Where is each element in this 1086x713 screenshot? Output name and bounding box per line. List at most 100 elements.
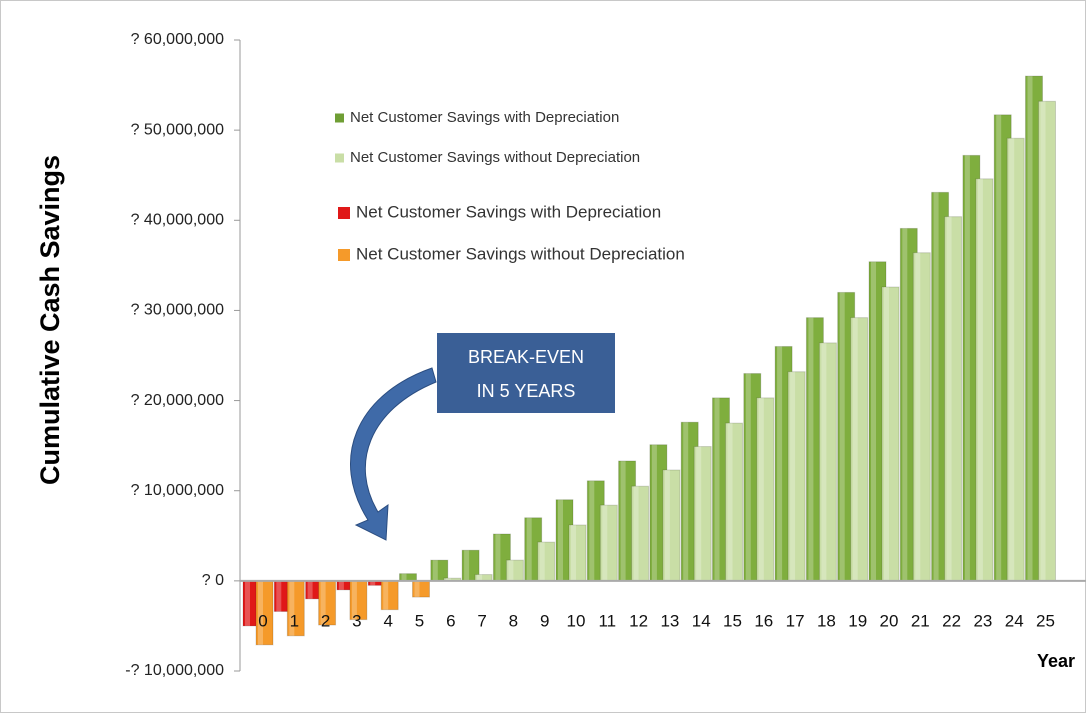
x-tick-label: 16 (754, 611, 773, 630)
bar-highlight (602, 505, 608, 581)
annotation-box (437, 333, 615, 413)
x-tick-label: 20 (880, 611, 899, 630)
x-tick-label: 17 (786, 611, 805, 630)
bar-highlight (401, 573, 407, 581)
x-tick-label: 10 (567, 611, 586, 630)
legend-label: Net Customer Savings without Depreciatio… (350, 149, 640, 166)
bar-highlight (445, 578, 451, 581)
x-tick-label: 4 (383, 611, 392, 630)
x-tick-label: 3 (352, 611, 361, 630)
x-tick-label: 14 (692, 611, 711, 630)
bar-highlight (790, 371, 796, 581)
x-tick-label: 24 (1005, 611, 1024, 630)
bar-highlight (839, 292, 845, 581)
bar-highlight (683, 422, 689, 581)
legend-swatch (335, 153, 344, 163)
bar-highlight (477, 574, 483, 581)
bar-highlight (727, 423, 733, 581)
x-tick-label: 5 (415, 611, 424, 630)
bar-highlight (696, 446, 702, 581)
annotation: IN 5 YEARS (477, 381, 576, 401)
x-tick-label: 13 (660, 611, 679, 630)
bar-highlight (320, 580, 326, 626)
x-tick-label: 7 (477, 611, 486, 630)
bar-highlight (307, 580, 313, 599)
x-tick-label: 1 (290, 611, 299, 630)
bar-highlight (933, 192, 939, 581)
y-tick-label: ? 50,000,000 (131, 121, 225, 138)
bar-highlight (758, 397, 764, 581)
legend-label: Net Customer Savings without Depreciatio… (356, 244, 685, 263)
bar-highlight (664, 469, 670, 581)
legend-swatch (335, 113, 344, 123)
x-tick-label: 12 (629, 611, 648, 630)
x-tick-label: 25 (1036, 611, 1055, 630)
x-tick-label: 15 (723, 611, 742, 630)
bar-highlight (414, 580, 420, 598)
bar-highlight (1027, 76, 1033, 581)
bar-highlight (996, 114, 1002, 581)
bar-highlight (464, 550, 470, 581)
y-tick-label: -? 10,000,000 (125, 662, 224, 679)
x-tick-label: 18 (817, 611, 836, 630)
arrow (350, 367, 437, 541)
bar-highlight (338, 580, 344, 590)
bar-highlight (620, 460, 626, 581)
y-tick-label: ? 0 (202, 572, 224, 589)
bar-highlight (383, 580, 389, 610)
bar-highlight (245, 580, 250, 626)
bar-highlight (871, 261, 876, 581)
y-tick-label: ? 40,000,000 (131, 212, 225, 229)
x-tick-label: 0 (258, 611, 267, 630)
bar-highlight (370, 580, 376, 586)
bar-highlight (539, 542, 545, 581)
y-tick-label: ? 60,000,000 (131, 31, 225, 48)
bar-highlight (852, 317, 858, 581)
bar-highlight (821, 342, 827, 581)
legend-swatch (338, 207, 350, 219)
bar-highlight (946, 216, 952, 581)
bar-highlight (589, 480, 595, 581)
bar-highlight (1040, 101, 1046, 581)
y-tick-label: ? 10,000,000 (131, 482, 225, 499)
legend-label: Net Customer Savings with Depreciation (356, 202, 661, 221)
y-tick-label: ? 20,000,000 (131, 392, 225, 409)
legend-label: Net Customer Savings with Depreciation (350, 109, 619, 126)
bar-highlight (276, 580, 282, 612)
bar-highlight (964, 155, 970, 581)
x-tick-label: 23 (973, 611, 992, 630)
bar-highlight (289, 580, 295, 636)
x-axis-title: Year (1037, 651, 1075, 671)
bar-highlight (808, 317, 814, 581)
bar-highlight (745, 373, 751, 581)
x-tick-label: 6 (446, 611, 455, 630)
x-tick-label: 21 (911, 611, 930, 630)
bar-highlight (714, 397, 720, 581)
bar-highlight (977, 178, 983, 581)
bar-highlight (495, 533, 501, 581)
bar-highlight (915, 252, 921, 581)
bar-highlight (902, 228, 908, 581)
x-tick-label: 11 (598, 611, 616, 630)
bar-highlight (526, 517, 532, 581)
x-tick-label: 22 (942, 611, 961, 630)
y-axis-title: Cumulative Cash Savings (35, 155, 65, 485)
legend-swatch (338, 249, 350, 261)
x-tick-label: 2 (321, 611, 330, 630)
annotation: BREAK-EVEN (468, 347, 584, 367)
bar-highlight (258, 580, 263, 645)
bar-highlight (777, 346, 783, 581)
bar-highlight (571, 524, 576, 581)
x-tick-label: 9 (540, 611, 549, 630)
bar-highlight (432, 560, 438, 581)
bar-highlight (508, 560, 514, 581)
bar-highlight (884, 286, 889, 581)
y-tick-label: ? 30,000,000 (131, 302, 225, 319)
x-tick-label: 8 (509, 611, 518, 630)
bar-highlight (558, 499, 563, 581)
bar-highlight (651, 444, 657, 581)
bar-highlight (1009, 138, 1015, 581)
bar-highlight (351, 580, 357, 620)
x-tick-label: 19 (848, 611, 867, 630)
